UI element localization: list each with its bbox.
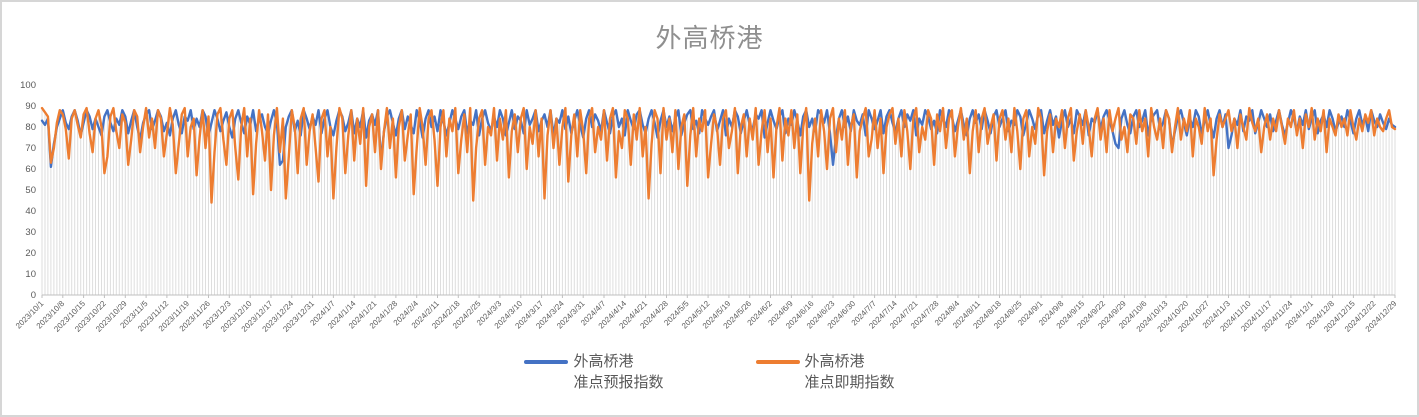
legend-label-forecast-line2: 准点预报指数 bbox=[573, 374, 664, 391]
svg-text:80: 80 bbox=[25, 122, 36, 133]
legend-entry-spot-index: 外高桥港 准点即期指数 bbox=[755, 351, 895, 393]
svg-text:10: 10 bbox=[25, 269, 36, 280]
legend: 外高桥港 准点预报指数 外高桥港 准点即期指数 bbox=[2, 351, 1417, 393]
legend-entry-forecast-index: 外高桥港 准点预报指数 bbox=[524, 351, 664, 393]
svg-text:100: 100 bbox=[20, 80, 36, 91]
legend-label-spot-line1: 外高桥港 bbox=[804, 353, 865, 370]
svg-text:20: 20 bbox=[25, 248, 36, 259]
svg-text:40: 40 bbox=[25, 206, 36, 217]
svg-text:90: 90 bbox=[25, 101, 36, 112]
legend-label-forecast: 外高桥港 准点预报指数 bbox=[573, 351, 663, 393]
svg-text:0: 0 bbox=[31, 290, 36, 301]
legend-label-forecast-line1: 外高桥港 bbox=[573, 353, 634, 370]
legend-label-spot: 外高桥港 准点即期指数 bbox=[805, 351, 895, 393]
svg-text:70: 70 bbox=[25, 143, 36, 154]
svg-text:50: 50 bbox=[25, 185, 36, 196]
forecast-series-line-icon bbox=[524, 360, 569, 364]
spot-series-line-icon bbox=[755, 360, 800, 364]
chart-title: 外高桥港 bbox=[655, 23, 764, 53]
svg-text:30: 30 bbox=[25, 227, 36, 238]
svg-text:60: 60 bbox=[25, 164, 36, 175]
legend-label-spot-line2: 准点即期指数 bbox=[804, 374, 895, 391]
